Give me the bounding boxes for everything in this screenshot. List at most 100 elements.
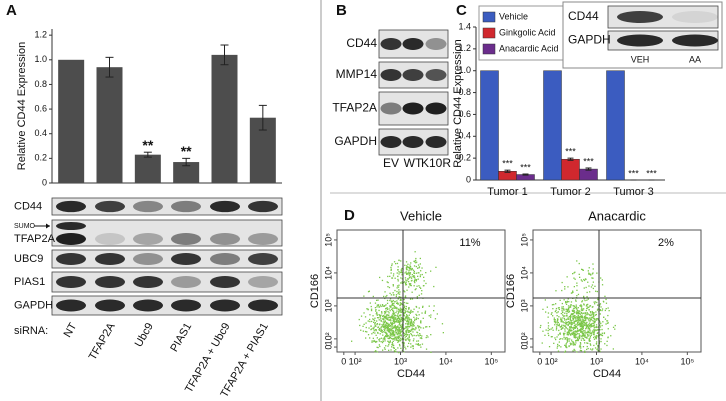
event-dot bbox=[402, 338, 405, 340]
event-dot bbox=[409, 319, 411, 321]
event-dot bbox=[404, 272, 406, 274]
event-dot bbox=[563, 315, 565, 317]
event-dot bbox=[422, 305, 424, 307]
event-dot bbox=[397, 291, 400, 293]
event-dot bbox=[406, 333, 409, 336]
blot-band bbox=[95, 233, 125, 245]
event-dot bbox=[391, 334, 393, 336]
event-dot bbox=[411, 322, 413, 324]
event-dot bbox=[557, 324, 559, 327]
event-dot bbox=[384, 321, 386, 323]
event-dot bbox=[578, 334, 581, 336]
event-dot bbox=[547, 312, 550, 314]
event-dot bbox=[561, 310, 563, 312]
event-dot bbox=[592, 268, 594, 270]
event-dot bbox=[588, 320, 590, 322]
event-dot bbox=[603, 301, 605, 303]
event-dot bbox=[385, 308, 387, 310]
event-dot bbox=[430, 270, 432, 272]
event-dot bbox=[573, 272, 575, 274]
event-dot bbox=[400, 311, 403, 313]
plot-frame bbox=[532, 229, 702, 353]
event-dot bbox=[589, 273, 592, 276]
event-dot bbox=[588, 267, 590, 269]
event-dot bbox=[394, 331, 396, 333]
event-dot bbox=[397, 337, 399, 339]
event-dot bbox=[560, 312, 562, 315]
event-dot bbox=[400, 347, 402, 349]
event-dot bbox=[591, 330, 594, 332]
event-dot bbox=[415, 317, 418, 319]
event-dot bbox=[416, 340, 418, 342]
event-dot bbox=[393, 273, 395, 275]
event-dot bbox=[400, 271, 403, 274]
event-dot bbox=[396, 329, 398, 331]
event-dot bbox=[591, 284, 594, 286]
event-dot bbox=[589, 320, 591, 322]
event-dot bbox=[603, 316, 605, 318]
event-dot bbox=[398, 324, 400, 326]
event-dot bbox=[413, 325, 415, 327]
event-dot bbox=[580, 335, 582, 337]
event-dot bbox=[376, 323, 378, 326]
event-dot bbox=[385, 324, 388, 326]
event-dot bbox=[578, 310, 580, 312]
event-dot bbox=[391, 335, 393, 337]
event-dot bbox=[395, 263, 397, 265]
event-dot bbox=[585, 327, 588, 329]
event-dot bbox=[577, 315, 579, 317]
blot-strip bbox=[51, 295, 283, 316]
event-dot bbox=[566, 309, 568, 312]
event-dot bbox=[556, 347, 558, 349]
event-dot bbox=[565, 321, 567, 323]
blot-row-label: MMP14 bbox=[336, 67, 378, 81]
event-dot bbox=[576, 289, 578, 291]
event-dot bbox=[596, 348, 599, 350]
event-dot bbox=[393, 318, 395, 320]
event-dot bbox=[411, 327, 413, 329]
event-dot bbox=[391, 346, 393, 348]
event-dot bbox=[391, 342, 393, 344]
event-dot bbox=[414, 281, 416, 284]
event-dot bbox=[418, 285, 420, 287]
event-dot bbox=[409, 273, 411, 275]
event-dot bbox=[557, 343, 559, 346]
event-dot bbox=[579, 322, 581, 325]
event-dot bbox=[412, 321, 415, 323]
event-dot bbox=[577, 314, 580, 316]
event-dot bbox=[384, 315, 386, 317]
event-dot bbox=[593, 333, 595, 335]
event-dot bbox=[588, 324, 591, 327]
event-dot bbox=[416, 296, 418, 298]
event-dot bbox=[572, 291, 574, 293]
event-dot bbox=[415, 327, 417, 330]
event-dot bbox=[385, 335, 387, 337]
event-dot bbox=[389, 275, 391, 277]
event-dot bbox=[398, 284, 400, 286]
blot-band bbox=[171, 233, 201, 245]
event-dot bbox=[390, 305, 392, 307]
event-dot bbox=[416, 314, 418, 317]
event-dot bbox=[580, 323, 582, 325]
event-dot bbox=[380, 329, 382, 331]
event-dot bbox=[421, 335, 423, 337]
event-dot bbox=[389, 292, 391, 294]
event-dot bbox=[606, 320, 608, 322]
event-dot bbox=[380, 305, 382, 308]
event-dot bbox=[375, 334, 377, 336]
event-dot bbox=[584, 312, 586, 314]
event-dot bbox=[408, 342, 410, 344]
event-dot bbox=[600, 340, 602, 343]
event-dot bbox=[425, 282, 427, 285]
y-axis-label: CD166 bbox=[309, 274, 321, 308]
blot-band bbox=[210, 276, 240, 288]
event-dot bbox=[376, 314, 378, 316]
event-dot bbox=[380, 337, 383, 339]
event-dot bbox=[382, 338, 384, 340]
y-tick-label: 10⁴ bbox=[519, 266, 529, 280]
event-dot bbox=[583, 312, 585, 314]
event-dot bbox=[562, 327, 564, 329]
event-dot bbox=[563, 299, 565, 301]
panel-label: D bbox=[344, 207, 355, 224]
event-dot bbox=[590, 332, 592, 335]
